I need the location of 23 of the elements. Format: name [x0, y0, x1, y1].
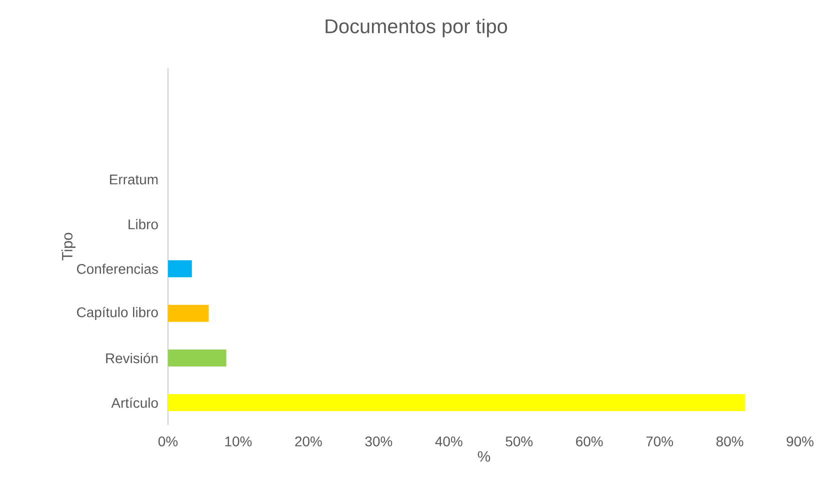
y-tick-label: Conferencias — [77, 264, 158, 274]
x-tick-label: 40% — [435, 436, 462, 446]
x-tick-label: 70% — [646, 436, 674, 446]
x-tick-label: 50% — [506, 436, 533, 446]
x-axis-title: % — [478, 451, 490, 462]
bar — [168, 394, 746, 412]
y-tick-label: Libro — [128, 219, 158, 230]
x-tick-label: 20% — [295, 436, 322, 446]
y-tick-label: Erratum — [110, 174, 158, 184]
bar — [168, 350, 226, 367]
y-tick-label: Artículo — [111, 397, 158, 408]
chart-title: Documentos por tipo — [326, 18, 508, 38]
x-tick-label: 0% — [158, 436, 178, 446]
x-tick-label: 60% — [576, 436, 603, 446]
y-tick-label: Revisión — [106, 352, 158, 364]
x-tick-label: 30% — [365, 436, 392, 446]
x-tick-label: 80% — [716, 436, 744, 446]
x-tick-label: 90% — [786, 436, 814, 446]
bar — [168, 304, 209, 322]
x-tick-label: 10% — [225, 436, 252, 446]
bar — [168, 260, 192, 278]
y-tick-label: Capítulo libro — [77, 306, 158, 320]
y-axis-title: Tipo — [62, 232, 76, 260]
